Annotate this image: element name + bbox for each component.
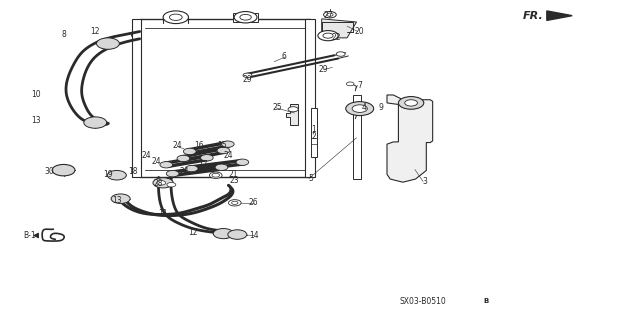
Text: 24: 24	[224, 151, 233, 160]
Circle shape	[222, 141, 234, 147]
Text: 19: 19	[103, 170, 113, 179]
Circle shape	[169, 14, 182, 20]
Circle shape	[52, 164, 75, 176]
Text: 15: 15	[217, 141, 227, 150]
Text: B-1: B-1	[24, 231, 36, 240]
Circle shape	[111, 194, 130, 204]
Circle shape	[185, 165, 198, 172]
Circle shape	[240, 14, 251, 20]
Text: B: B	[483, 298, 489, 304]
Bar	[132, 19, 141, 178]
Text: 3: 3	[422, 177, 427, 186]
Polygon shape	[322, 19, 357, 38]
Circle shape	[167, 182, 176, 187]
Text: 10: 10	[31, 91, 41, 100]
Polygon shape	[547, 11, 572, 20]
Circle shape	[213, 228, 234, 239]
Circle shape	[183, 148, 196, 155]
Circle shape	[166, 171, 179, 177]
Bar	[311, 108, 317, 157]
Text: 28: 28	[154, 179, 164, 188]
Text: 29: 29	[243, 75, 252, 84]
Text: 13: 13	[31, 116, 41, 125]
Text: 16: 16	[194, 141, 204, 150]
Polygon shape	[285, 105, 298, 125]
Text: SX03-B0510: SX03-B0510	[399, 297, 447, 306]
Text: 26: 26	[249, 198, 259, 207]
Text: 21: 21	[228, 170, 238, 179]
Circle shape	[177, 155, 190, 162]
Circle shape	[404, 100, 417, 106]
Circle shape	[347, 82, 354, 86]
Bar	[304, 19, 315, 178]
Text: 12: 12	[90, 27, 100, 36]
Text: 24: 24	[179, 167, 189, 176]
Circle shape	[201, 155, 213, 161]
Circle shape	[336, 52, 345, 56]
Text: 17: 17	[198, 160, 208, 169]
Circle shape	[288, 107, 298, 112]
Circle shape	[157, 180, 166, 185]
Circle shape	[232, 201, 238, 204]
Text: 22: 22	[331, 33, 341, 42]
Circle shape	[327, 13, 333, 16]
Circle shape	[210, 172, 222, 178]
Circle shape	[84, 117, 106, 128]
Circle shape	[212, 173, 220, 177]
Polygon shape	[387, 95, 433, 182]
Circle shape	[160, 162, 173, 168]
Text: 8: 8	[61, 30, 66, 39]
Circle shape	[318, 31, 338, 41]
Circle shape	[163, 11, 189, 24]
Bar	[233, 13, 258, 22]
Text: 30: 30	[44, 167, 54, 176]
Circle shape	[352, 105, 368, 112]
Text: 18: 18	[129, 167, 138, 176]
Text: 24: 24	[173, 141, 183, 150]
Text: 24: 24	[141, 151, 151, 160]
Text: 29: 29	[318, 65, 329, 74]
Circle shape	[217, 147, 230, 154]
Text: 2: 2	[311, 132, 316, 141]
Text: 11: 11	[159, 209, 168, 218]
Circle shape	[398, 97, 424, 109]
Circle shape	[243, 73, 252, 77]
Text: 4: 4	[362, 103, 367, 112]
Text: 20: 20	[355, 27, 364, 36]
Text: 1: 1	[311, 125, 316, 134]
Bar	[354, 95, 361, 179]
Text: 24: 24	[152, 157, 162, 166]
Text: 27: 27	[323, 11, 333, 20]
Bar	[140, 19, 310, 178]
Circle shape	[97, 38, 119, 49]
Text: 13: 13	[112, 196, 122, 205]
Text: 12: 12	[188, 228, 197, 237]
Text: 23: 23	[230, 176, 240, 185]
Text: FR.: FR.	[523, 11, 543, 21]
Circle shape	[324, 12, 336, 18]
Circle shape	[228, 230, 247, 239]
Text: 25: 25	[273, 103, 282, 112]
Circle shape	[234, 12, 257, 23]
Circle shape	[323, 33, 333, 38]
Text: 7: 7	[357, 81, 362, 90]
Circle shape	[107, 171, 126, 180]
Circle shape	[229, 200, 241, 206]
Text: 14: 14	[249, 231, 259, 240]
Circle shape	[346, 102, 374, 116]
Circle shape	[215, 164, 228, 171]
Text: 9: 9	[378, 103, 383, 112]
Circle shape	[153, 178, 173, 188]
Text: 5: 5	[308, 174, 313, 183]
Text: 6: 6	[281, 52, 286, 61]
Circle shape	[236, 159, 248, 165]
